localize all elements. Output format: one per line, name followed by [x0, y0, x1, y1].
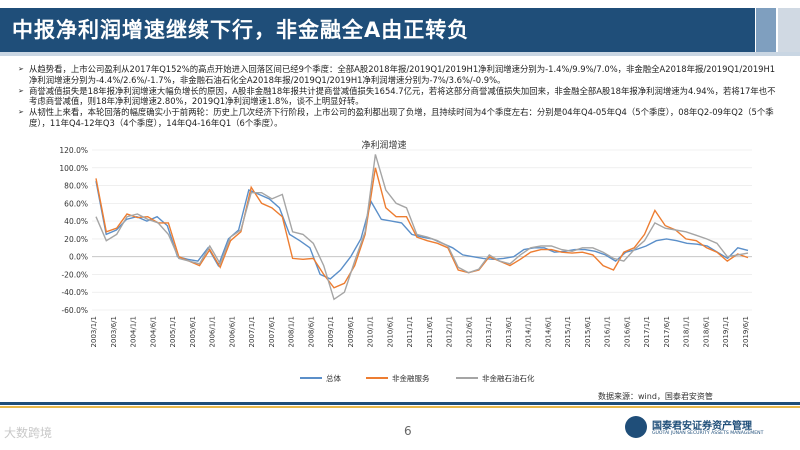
- x-tick-label: 2011/1/1: [406, 316, 414, 347]
- bullet-item: ➢ 商誉减值损失是18年报净利润增速大幅负增长的原因，A股非金融18年报共计提商…: [18, 86, 783, 108]
- profit-growth-chart: 净利润增速 120.0% 100.0% 80.0% 60.0% 40.0% 20.0% 0.0…: [59, 139, 752, 383]
- x-tick-label: 2004/1/1: [130, 316, 138, 347]
- series-line: [95, 180, 749, 280]
- bullet-item: ➢ 从韧性上来看，本轮回落的幅度确实小于前两轮：历史上几次经济下行阶段，上市公司…: [18, 107, 783, 129]
- x-tick-label: 2008/1/1: [288, 316, 296, 347]
- bullet-text: 从韧性上来看，本轮回落的幅度确实小于前两轮：历史上几次经济下行阶段，上市公司的盈…: [29, 107, 774, 128]
- arrow-bullet-icon: ➢: [18, 108, 24, 117]
- x-tick-label: 2004/6/1: [149, 316, 157, 347]
- watermark: 大数跨境: [4, 426, 53, 440]
- x-tick-label: 2016/1/1: [604, 316, 612, 347]
- footer-line-accent: [0, 406, 800, 408]
- y-tick-label: 60.0%: [64, 199, 88, 208]
- x-tick-label: 2015/6/1: [584, 316, 592, 347]
- title-bar: [0, 8, 755, 52]
- footer-line: [0, 402, 800, 405]
- x-tick-label: 2017/6/1: [663, 316, 671, 347]
- legend-label: 非金融石油石化: [482, 373, 535, 383]
- x-tick-label: 2013/6/1: [505, 316, 513, 347]
- x-tick-label: 2009/1/1: [327, 316, 335, 347]
- y-tick-label: 20.0%: [64, 235, 88, 244]
- x-tick-label: 2016/6/1: [623, 316, 631, 347]
- logo-text-cn: 国泰君安证券资产管理: [652, 421, 752, 432]
- x-tick-label: 2018/1/1: [683, 316, 691, 347]
- logo-text-en: GUOTAI JUNAN SECURITY ASSETS MANAGEMENT: [652, 431, 764, 436]
- x-tick-label: 2010/6/1: [386, 316, 394, 347]
- x-tick-label: 2018/6/1: [702, 316, 710, 347]
- bullet-item: ➢ 从趋势看，上市公司盈利从2017年Q152%的高点开始进入回落区间已经9个季…: [18, 64, 783, 86]
- bullet-text: 从趋势看，上市公司盈利从2017年Q152%的高点开始进入回落区间已经9个季度：…: [29, 64, 776, 85]
- x-tick-label: 2015/1/1: [564, 316, 572, 347]
- legend-label: 非金融服务: [392, 373, 430, 383]
- company-logo: 国泰君安证券资产管理 GUOTAI JUNAN SECURITY ASSETS …: [625, 414, 795, 444]
- series-line: [95, 154, 749, 301]
- x-tick-label: 2014/6/1: [544, 316, 552, 347]
- x-tick-label: 2003/6/1: [110, 316, 118, 347]
- x-tick-label: 2008/6/1: [307, 316, 315, 347]
- y-tick-label: 100.0%: [59, 164, 88, 173]
- x-tick-label: 2010/1/1: [367, 316, 375, 347]
- legend-label: 总体: [326, 373, 341, 383]
- x-tick-label: 2013/1/1: [485, 316, 493, 347]
- x-tick-label: 2009/6/1: [347, 316, 355, 347]
- x-tick-label: 2007/1/1: [248, 316, 256, 347]
- x-tick-label: 2005/6/1: [189, 316, 197, 347]
- x-tick-label: 2012/1/1: [446, 316, 454, 347]
- x-tick-label: 2003/1/1: [90, 316, 98, 347]
- x-tick-label: 2014/1/1: [525, 316, 533, 347]
- y-tick-label: 40.0%: [64, 217, 88, 226]
- x-tick-label: 2011/6/1: [426, 316, 434, 347]
- y-tick-label: 80.0%: [64, 182, 88, 191]
- x-tick-label: 2007/6/1: [268, 316, 276, 347]
- header-stripe: [0, 52, 800, 56]
- series-line: [95, 167, 749, 289]
- page-number: 6: [404, 424, 412, 438]
- arrow-bullet-icon: ➢: [18, 65, 24, 73]
- arrow-bullet-icon: ➢: [18, 86, 24, 95]
- header-decoration: [756, 8, 776, 52]
- x-tick-label: 2017/1/1: [643, 316, 651, 347]
- y-tick-label: -20.0%: [61, 270, 88, 279]
- data-source: 数据来源：wind，国泰君安资管: [598, 392, 713, 401]
- header-decoration: [778, 8, 800, 52]
- bullet-list: ➢ 从趋势看，上市公司盈利从2017年Q152%的高点开始进入回落区间已经9个季…: [18, 64, 783, 129]
- x-tick-label: 2006/6/1: [228, 316, 236, 347]
- y-tick-label: -40.0%: [61, 288, 88, 297]
- page-title: 中报净利润增速继续下行，非金融全A由正转负: [12, 18, 470, 42]
- x-tick-label: 2006/1/1: [209, 316, 217, 347]
- x-tick-label: 2012/6/1: [465, 316, 473, 347]
- y-tick-label: 120.0%: [59, 146, 88, 155]
- y-tick-label: -60.0%: [61, 306, 88, 315]
- header: 中报净利润增速继续下行，非金融全A由正转负: [0, 0, 800, 58]
- bullet-text: 商誉减值损失是18年报净利润增速大幅负增长的原因，A股非金融18年报共计提商誉减…: [29, 85, 776, 107]
- y-tick-label: 0.0%: [69, 253, 88, 262]
- x-tick-label: 2019/6/1: [742, 316, 750, 347]
- logo-emblem-icon: [625, 416, 647, 438]
- x-tick-label: 2005/1/1: [169, 316, 177, 347]
- chart-title: 净利润增速: [361, 139, 406, 151]
- x-tick-label: 2019/1/1: [722, 316, 730, 347]
